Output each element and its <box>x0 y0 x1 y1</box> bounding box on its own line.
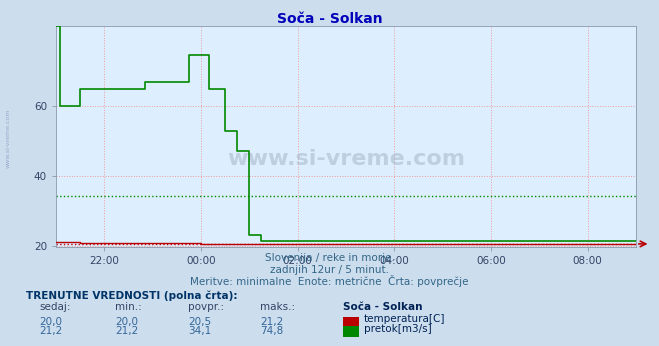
Text: 21,2: 21,2 <box>260 317 283 327</box>
Text: www.si-vreme.com: www.si-vreme.com <box>5 109 11 168</box>
Text: Soča - Solkan: Soča - Solkan <box>343 302 422 312</box>
Text: sedaj:: sedaj: <box>40 302 71 312</box>
Text: Soča - Solkan: Soča - Solkan <box>277 12 382 26</box>
Text: Meritve: minimalne  Enote: metrične  Črta: povprečje: Meritve: minimalne Enote: metrične Črta:… <box>190 275 469 288</box>
Text: 20,0: 20,0 <box>40 317 63 327</box>
Text: 21,2: 21,2 <box>115 326 138 336</box>
Text: Slovenija / reke in morje.: Slovenija / reke in morje. <box>264 253 395 263</box>
Text: maks.:: maks.: <box>260 302 295 312</box>
Text: 20,0: 20,0 <box>115 317 138 327</box>
Text: min.:: min.: <box>115 302 142 312</box>
Text: zadnjih 12ur / 5 minut.: zadnjih 12ur / 5 minut. <box>270 265 389 275</box>
Text: povpr.:: povpr.: <box>188 302 224 312</box>
Text: TRENUTNE VREDNOSTI (polna črta):: TRENUTNE VREDNOSTI (polna črta): <box>26 291 238 301</box>
Text: 21,2: 21,2 <box>40 326 63 336</box>
Text: 20,5: 20,5 <box>188 317 211 327</box>
Text: pretok[m3/s]: pretok[m3/s] <box>364 324 432 334</box>
Text: temperatura[C]: temperatura[C] <box>364 315 445 325</box>
Text: 74,8: 74,8 <box>260 326 283 336</box>
Text: 34,1: 34,1 <box>188 326 211 336</box>
Text: www.si-vreme.com: www.si-vreme.com <box>227 149 465 169</box>
